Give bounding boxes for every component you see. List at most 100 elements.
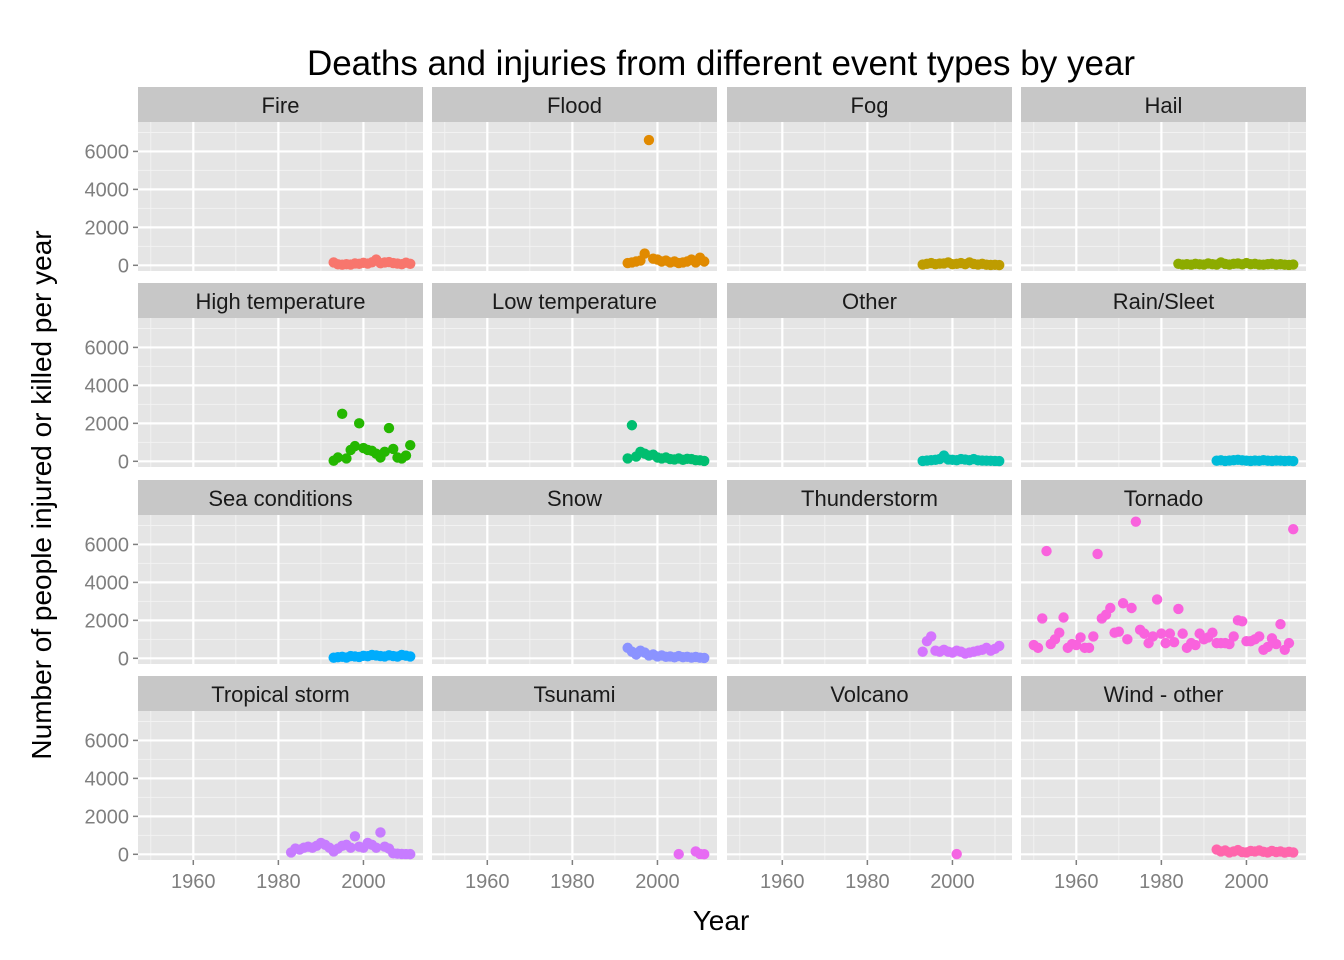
y-tick-label: 6000: [85, 337, 130, 359]
facet-strip: [1021, 676, 1306, 711]
data-point: [336, 408, 348, 420]
facet-tropical-storm: Tropical storm 0 2000 4000 6000 1960 1980 2000: [85, 676, 423, 893]
facet-label: Snow: [547, 486, 602, 511]
panel-background: [432, 318, 717, 467]
facet-label: Tsunami: [534, 682, 616, 707]
facet-rain-sleet: Rain/Sleet: [1021, 283, 1306, 467]
facet-label: Other: [842, 289, 897, 314]
data-point: [925, 631, 937, 642]
facet-low-temperature: Low temperature: [432, 283, 717, 467]
facet-label: Thunderstorm: [801, 486, 938, 511]
x-tick-label: 1980: [256, 871, 301, 893]
facet-strip: [138, 87, 423, 122]
facet-label: Volcano: [830, 682, 908, 707]
facet-label: Sea conditions: [208, 486, 352, 511]
data-point: [332, 452, 344, 463]
y-tick-label: 6000: [85, 534, 130, 556]
facet-fire: Fire 0 2000 4000 6000: [85, 87, 423, 277]
data-points-hail: [1173, 257, 1299, 271]
facet-strip: [1021, 283, 1306, 318]
facet-label: Flood: [547, 93, 602, 118]
data-point: [699, 256, 710, 267]
facet-panels: Fire 0 2000 4000 6000 Flood Fog Hail High temper…: [85, 87, 1306, 893]
gridlines: [432, 318, 717, 467]
panel-background: [727, 515, 1012, 664]
data-point: [951, 848, 962, 860]
panel-background: [727, 711, 1012, 860]
data-point: [1058, 612, 1069, 623]
data-point: [917, 646, 928, 657]
x-tick-label: 1980: [550, 871, 595, 893]
data-point: [1254, 631, 1265, 642]
facet-strip: [138, 283, 423, 318]
data-point: [1177, 628, 1188, 639]
y-tick-label: 4000: [85, 375, 130, 397]
data-point: [1160, 637, 1171, 649]
data-points-thunderstorm: [917, 631, 1005, 659]
facet-high-temperature: High temperature 0 2000 4000 6000: [85, 283, 423, 473]
data-points-tropical-storm: [285, 827, 416, 860]
facet-label: Tropical storm: [211, 682, 350, 707]
gridlines: [1021, 122, 1306, 271]
data-point: [349, 440, 361, 452]
y-axis-title: Number of people injured or killed per y…: [26, 230, 57, 759]
data-point: [994, 455, 1005, 467]
data-point: [1228, 631, 1239, 642]
gridlines: [1021, 711, 1306, 860]
data-point: [1117, 598, 1129, 609]
data-points-fire: [328, 254, 416, 270]
data-points-low-temperature: [622, 420, 710, 467]
data-points-tsunami: [673, 846, 710, 860]
x-tick-label: 2000: [1224, 871, 1269, 893]
data-points-tornado: [1028, 516, 1299, 655]
gridlines: [138, 711, 423, 860]
facet-strip: [727, 283, 1012, 318]
x-tick-label: 1960: [1054, 871, 1099, 893]
data-points-high-temperature: [328, 408, 416, 466]
data-point: [1075, 632, 1086, 643]
x-tick-label: 1980: [845, 871, 890, 893]
facet-strip: [432, 87, 717, 122]
x-tick-label: 2000: [635, 871, 680, 893]
y-tick-label: 4000: [85, 768, 130, 790]
data-points-snow: [622, 642, 710, 664]
y-tick-label: 2000: [85, 806, 130, 828]
x-axis-title: Year: [693, 905, 750, 936]
facet-label: Hail: [1145, 93, 1183, 118]
data-point: [1275, 618, 1286, 630]
x-tick-label: 1980: [1139, 871, 1184, 893]
data-point: [1288, 259, 1299, 270]
panel-background: [138, 318, 423, 467]
data-point: [1288, 847, 1299, 858]
facet-fog: Fog: [727, 87, 1012, 271]
data-point: [1288, 455, 1299, 467]
data-points-rain-sleet: [1211, 454, 1299, 467]
facet-volcano: Volcano 1960 1980 2000: [727, 676, 1012, 893]
data-point: [400, 450, 412, 461]
y-tick-label: 4000: [85, 572, 130, 594]
data-point: [639, 248, 650, 259]
data-point: [345, 842, 356, 853]
data-point: [622, 453, 633, 464]
facet-strip: [432, 676, 717, 711]
data-point: [353, 418, 365, 429]
facet-tornado: Tornado: [1021, 480, 1306, 664]
data-point: [405, 439, 416, 451]
facet-strip: [432, 283, 717, 318]
data-point: [1156, 628, 1167, 639]
data-point: [994, 640, 1005, 652]
data-point: [1288, 524, 1299, 535]
data-point: [1032, 642, 1044, 654]
panel-background: [1021, 318, 1306, 467]
data-point: [405, 651, 416, 662]
y-tick-label: 0: [118, 648, 129, 670]
gridlines: [138, 318, 423, 467]
x-tick-label: 1960: [760, 871, 805, 893]
data-point: [1083, 642, 1095, 654]
facet-strip: [727, 480, 1012, 515]
panel-background: [727, 318, 1012, 467]
facet-strip: [1021, 87, 1306, 122]
data-point: [1236, 616, 1248, 627]
data-point: [1207, 627, 1218, 638]
y-tick-label: 6000: [85, 141, 130, 163]
